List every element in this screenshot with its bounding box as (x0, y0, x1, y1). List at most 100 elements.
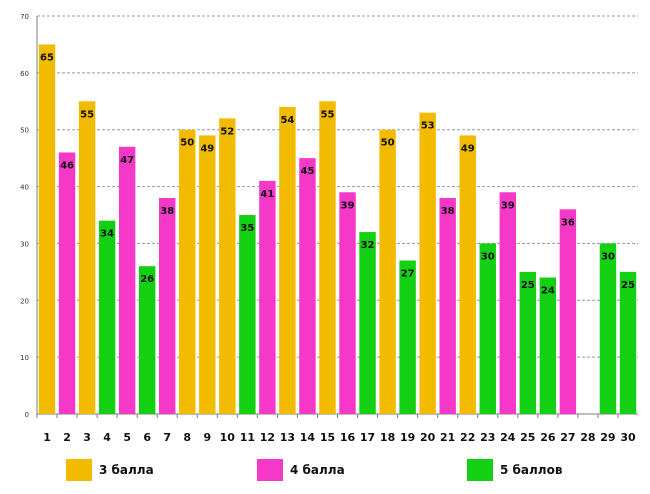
data-label-5: 47 (120, 155, 134, 166)
bar-11 (239, 215, 256, 414)
data-label-7: 38 (160, 206, 174, 217)
bar-8 (179, 129, 196, 414)
bar-3 (78, 101, 96, 415)
x-tick-label-7: 7 (163, 431, 171, 444)
x-tick-label-22: 22 (460, 431, 475, 444)
x-tick-label-30: 30 (620, 431, 636, 444)
x-tick-label-19: 19 (400, 431, 415, 444)
data-label-6: 26 (140, 274, 154, 285)
bar-24 (499, 192, 516, 414)
bar-26 (539, 277, 557, 414)
bar-16 (339, 192, 356, 414)
x-tick-label-4: 4 (103, 431, 111, 444)
bar-22 (459, 135, 476, 414)
x-tick-label-11: 11 (240, 431, 255, 444)
data-label-30: 25 (621, 280, 635, 291)
x-tick-label-1: 1 (43, 431, 51, 444)
x-tick-label-21: 21 (440, 431, 455, 444)
legend-swatch-5 (467, 459, 493, 481)
y-tick-label-50: 50 (20, 127, 29, 135)
legend-item-3: 3 балла (66, 459, 154, 481)
bar-2 (58, 152, 76, 414)
x-tick-label-20: 20 (420, 431, 436, 444)
x-tick-label-23: 23 (480, 431, 495, 444)
x-tick-label-8: 8 (183, 431, 191, 444)
x-tick-label-26: 26 (540, 431, 556, 444)
y-tick-label-40: 40 (20, 184, 29, 192)
data-label-2: 46 (60, 160, 74, 171)
legend-label-5: 5 баллов (500, 463, 563, 477)
legend-item-5: 5 баллов (467, 459, 562, 481)
x-tick-label-25: 25 (520, 431, 535, 444)
data-label-8: 50 (180, 138, 194, 149)
legend-swatch-4 (257, 459, 283, 481)
data-label-27: 36 (561, 217, 575, 228)
bar-18 (379, 129, 396, 414)
x-tick-label-29: 29 (600, 431, 615, 444)
bar-17 (359, 232, 376, 414)
y-tick-label-20: 20 (20, 297, 29, 305)
data-label-13: 54 (280, 115, 294, 126)
bar-20 (419, 112, 436, 415)
data-label-1: 65 (40, 52, 54, 63)
x-tick-label-10: 10 (220, 431, 236, 444)
x-tick-label-9: 9 (203, 431, 211, 444)
y-tick-label-30: 30 (20, 240, 29, 248)
data-label-10: 52 (220, 126, 234, 137)
bar-1 (38, 44, 56, 415)
x-tick-label-14: 14 (300, 431, 316, 444)
bar-6 (138, 266, 156, 414)
data-label-23: 30 (481, 251, 495, 262)
data-label-29: 30 (601, 251, 615, 262)
x-tick-label-18: 18 (380, 431, 395, 444)
bar-30 (619, 271, 637, 414)
bar-27 (559, 209, 577, 414)
bar-13 (279, 106, 296, 414)
data-label-16: 39 (341, 200, 355, 211)
bar-5 (118, 146, 136, 414)
data-label-17: 32 (361, 240, 375, 251)
bar-7 (159, 197, 176, 414)
bar-10 (219, 118, 236, 414)
bar-4 (98, 220, 116, 414)
data-label-12: 41 (260, 189, 274, 200)
x-tick-label-17: 17 (360, 431, 375, 444)
data-label-19: 27 (401, 268, 415, 279)
x-tick-label-28: 28 (580, 431, 595, 444)
x-tick-label-5: 5 (123, 431, 131, 444)
bar-23 (479, 243, 496, 414)
data-label-25: 25 (521, 280, 535, 291)
x-tick-label-12: 12 (260, 431, 275, 444)
x-tick-label-13: 13 (280, 431, 295, 444)
x-tick-label-24: 24 (500, 431, 516, 444)
bar-29 (599, 243, 617, 414)
bar-9 (199, 135, 216, 414)
x-tick-label-3: 3 (83, 431, 91, 444)
data-label-11: 35 (240, 223, 254, 234)
data-label-21: 38 (441, 206, 455, 217)
data-label-18: 50 (381, 138, 395, 149)
bar-21 (439, 197, 456, 414)
data-label-9: 49 (200, 143, 214, 154)
legend-item-4: 4 балла (257, 459, 345, 481)
bar-25 (519, 271, 537, 414)
data-label-22: 49 (461, 143, 475, 154)
data-label-20: 53 (421, 121, 435, 132)
legend-swatch-3 (66, 459, 92, 481)
legend-label-4: 4 балла (290, 463, 345, 477)
data-label-3: 55 (80, 109, 94, 120)
x-tick-label-6: 6 (143, 431, 151, 444)
data-label-24: 39 (501, 200, 515, 211)
data-label-15: 55 (321, 109, 335, 120)
y-tick-label-0: 0 (25, 411, 29, 419)
bar-19 (399, 260, 416, 414)
x-tick-label-2: 2 (63, 431, 71, 444)
data-label-26: 24 (541, 286, 555, 297)
x-tick-label-15: 15 (320, 431, 335, 444)
bar-15 (319, 101, 336, 415)
y-tick-label-60: 60 (20, 70, 29, 78)
data-label-4: 34 (100, 229, 114, 240)
bar-12 (259, 180, 276, 414)
y-tick-label-70: 70 (20, 13, 29, 21)
